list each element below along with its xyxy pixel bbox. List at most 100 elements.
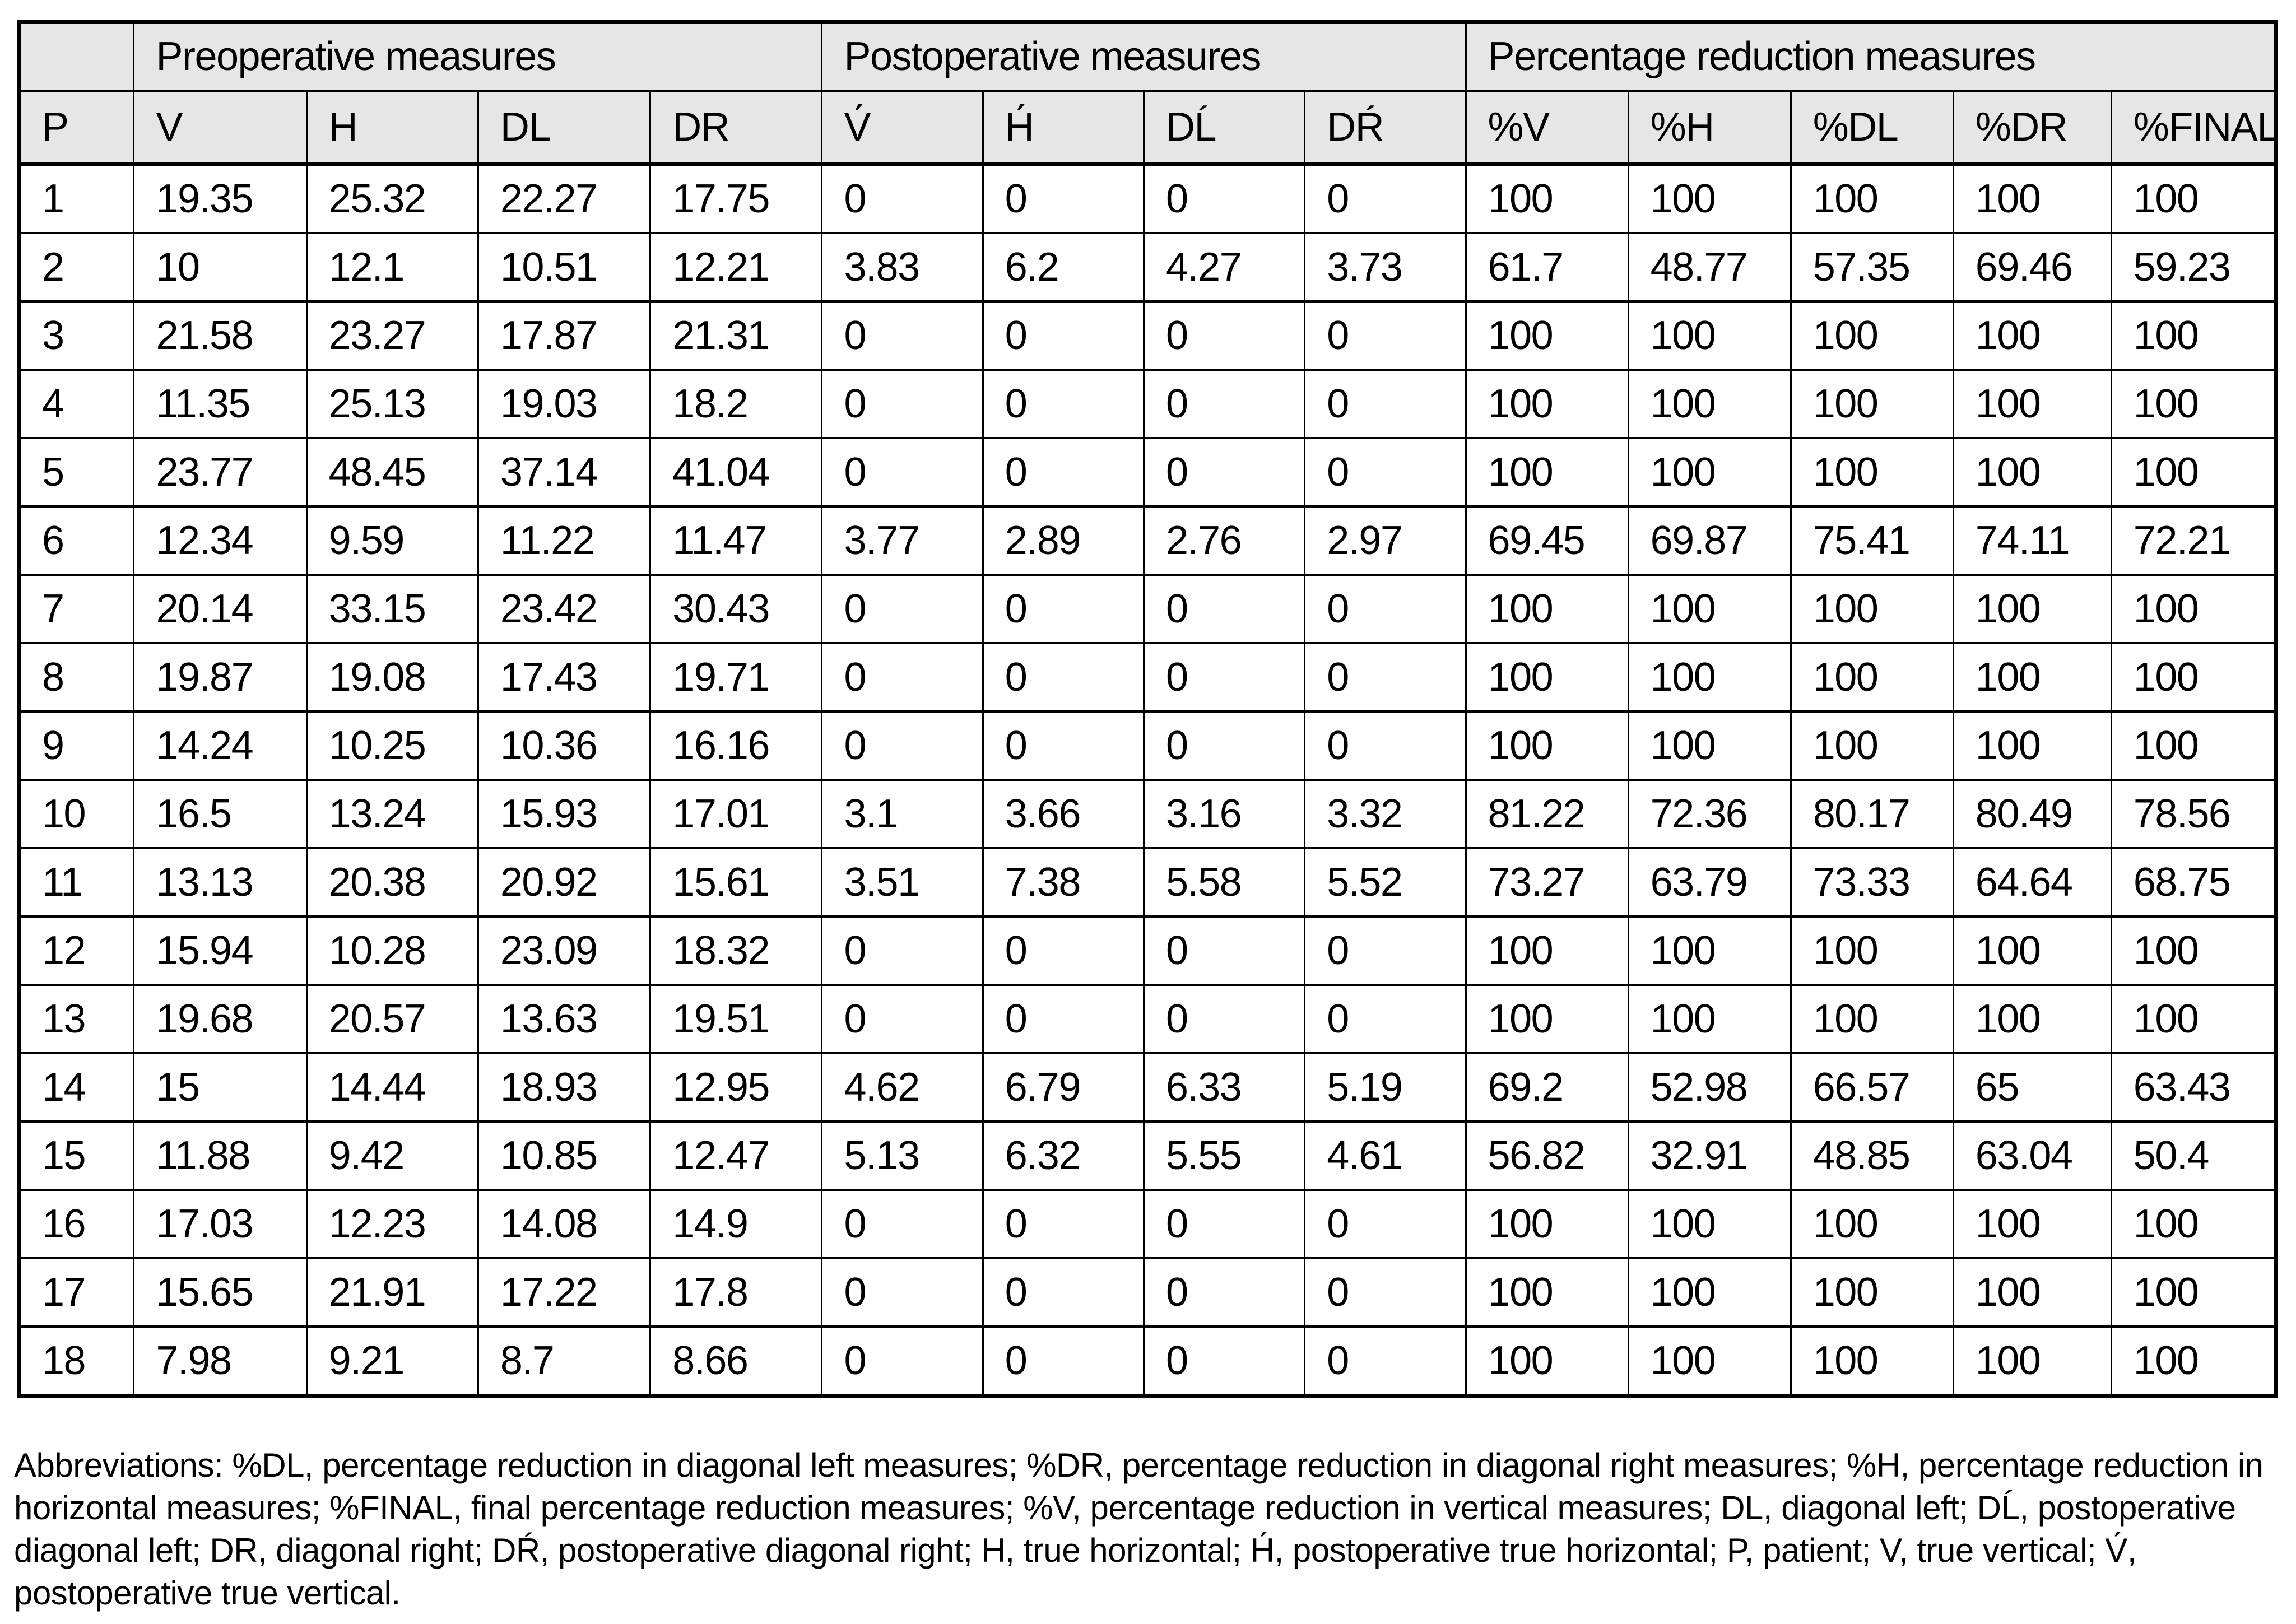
value-cell: 65 <box>1952 1052 2112 1123</box>
column-header: V́ <box>821 90 984 166</box>
value-cell: 69.87 <box>1627 505 1792 576</box>
value-cell: 75.41 <box>1790 505 1954 576</box>
value-cell: 7.38 <box>982 847 1145 918</box>
value-cell: 57.35 <box>1790 232 1954 303</box>
value-cell: 14.08 <box>477 1189 652 1259</box>
patient-number-cell: 12 <box>17 915 135 986</box>
patient-number-cell: 9 <box>17 710 135 781</box>
value-cell: 2.76 <box>1143 505 1306 576</box>
value-cell: 100 <box>1790 574 1954 644</box>
value-cell: 72.36 <box>1627 779 1792 849</box>
table-row: 14 15 14.44 18.93 12.95 4.62 6.79 6.33 5.19 69.2 5… <box>17 1052 2278 1123</box>
value-cell: 11.88 <box>133 1120 308 1191</box>
value-cell: 8.7 <box>477 1325 652 1397</box>
value-cell: 3.83 <box>821 232 984 303</box>
abbreviations-footnote: Abbreviations: %DL, percentage reduction… <box>14 1446 2264 1612</box>
value-cell: 11.22 <box>477 505 652 576</box>
value-cell: 100 <box>1790 163 1954 234</box>
value-cell: 73.27 <box>1465 847 1629 918</box>
value-cell: 25.32 <box>305 163 479 234</box>
value-cell: 21.31 <box>649 300 823 371</box>
value-cell: 100 <box>1952 642 2112 713</box>
table-row: 4 11.35 25.13 19.03 18.2 0 0 0 0 100 100 100 100 100 <box>17 369 2278 439</box>
value-cell: 100 <box>1627 1325 1792 1397</box>
table-row: 11 13.13 20.38 20.92 15.61 3.51 7.38 5.58 5.52 73… <box>17 847 2278 918</box>
patient-number-cell: 18 <box>17 1325 135 1397</box>
value-cell: 74.11 <box>1952 505 2112 576</box>
column-header: %H <box>1627 90 1792 166</box>
value-cell: 64.64 <box>1952 847 2112 918</box>
value-cell: 0 <box>1143 984 1306 1054</box>
value-cell: 0 <box>1143 163 1306 234</box>
value-cell: 14.24 <box>133 710 308 781</box>
column-header: DŔ <box>1304 90 1467 166</box>
value-cell: 0 <box>982 710 1145 781</box>
value-cell: 12.34 <box>133 505 308 576</box>
value-cell: 23.27 <box>305 300 479 371</box>
value-cell: 0 <box>1304 915 1467 986</box>
patient-number-cell: 15 <box>17 1120 135 1191</box>
column-header: P <box>17 90 135 166</box>
patient-number-cell: 17 <box>17 1257 135 1328</box>
value-cell: 0 <box>821 369 984 439</box>
value-cell: 17.01 <box>649 779 823 849</box>
patient-number-cell: 5 <box>17 437 135 508</box>
value-cell: 0 <box>1143 1325 1306 1397</box>
value-cell: 100 <box>1465 1325 1629 1397</box>
column-header: %DR <box>1952 90 2112 166</box>
value-cell: 0 <box>982 437 1145 508</box>
value-cell: 15.93 <box>477 779 652 849</box>
value-cell: 100 <box>1790 642 1954 713</box>
value-cell: 100 <box>1952 915 2112 986</box>
patient-number-cell: 11 <box>17 847 135 918</box>
value-cell: 0 <box>1304 369 1467 439</box>
table-row: 1 19.35 25.32 22.27 17.75 0 0 0 0 100 100 100 100 100 <box>17 163 2278 234</box>
value-cell: 100 <box>2110 437 2278 508</box>
value-cell: 100 <box>1465 984 1629 1054</box>
value-cell: 17.22 <box>477 1257 652 1328</box>
value-cell: 4.62 <box>821 1052 984 1123</box>
value-cell: 41.04 <box>649 437 823 508</box>
value-cell: 100 <box>1790 1257 1954 1328</box>
value-cell: 13.63 <box>477 984 652 1054</box>
value-cell: 50.4 <box>2110 1120 2278 1191</box>
value-cell: 10.28 <box>305 915 479 986</box>
value-cell: 10.25 <box>305 710 479 781</box>
value-cell: 3.1 <box>821 779 984 849</box>
value-cell: 100 <box>1790 369 1954 439</box>
patient-number-cell: 3 <box>17 300 135 371</box>
value-cell: 63.79 <box>1627 847 1792 918</box>
value-cell: 19.03 <box>477 369 652 439</box>
value-cell: 100 <box>2110 710 2278 781</box>
value-cell: 11.47 <box>649 505 823 576</box>
value-cell: 0 <box>982 915 1145 986</box>
value-cell: 20.14 <box>133 574 308 644</box>
value-cell: 25.13 <box>305 369 479 439</box>
value-cell: 0 <box>821 642 984 713</box>
value-cell: 15.94 <box>133 915 308 986</box>
value-cell: 14.44 <box>305 1052 479 1123</box>
value-cell: 19.08 <box>305 642 479 713</box>
value-cell: 20.38 <box>305 847 479 918</box>
value-cell: 100 <box>1465 574 1629 644</box>
value-cell: 100 <box>1952 300 2112 371</box>
value-cell: 69.45 <box>1465 505 1629 576</box>
value-cell: 100 <box>1627 710 1792 781</box>
value-cell: 3.77 <box>821 505 984 576</box>
value-cell: 68.75 <box>2110 847 2278 918</box>
column-header: %FINAL <box>2110 90 2278 166</box>
value-cell: 100 <box>2110 984 2278 1054</box>
value-cell: 6.32 <box>982 1120 1145 1191</box>
value-cell: 100 <box>1952 1325 2112 1397</box>
value-cell: 9.21 <box>305 1325 479 1397</box>
value-cell: 17.87 <box>477 300 652 371</box>
value-cell: 0 <box>982 300 1145 371</box>
value-cell: 100 <box>1465 163 1629 234</box>
value-cell: 0 <box>1143 1189 1306 1259</box>
value-cell: 100 <box>2110 1325 2278 1397</box>
value-cell: 0 <box>1304 437 1467 508</box>
value-cell: 10 <box>133 232 308 303</box>
measures-table: Preoperative measures Postoperative measu… <box>17 20 2278 1398</box>
value-cell: 5.55 <box>1143 1120 1306 1191</box>
value-cell: 0 <box>1304 300 1467 371</box>
